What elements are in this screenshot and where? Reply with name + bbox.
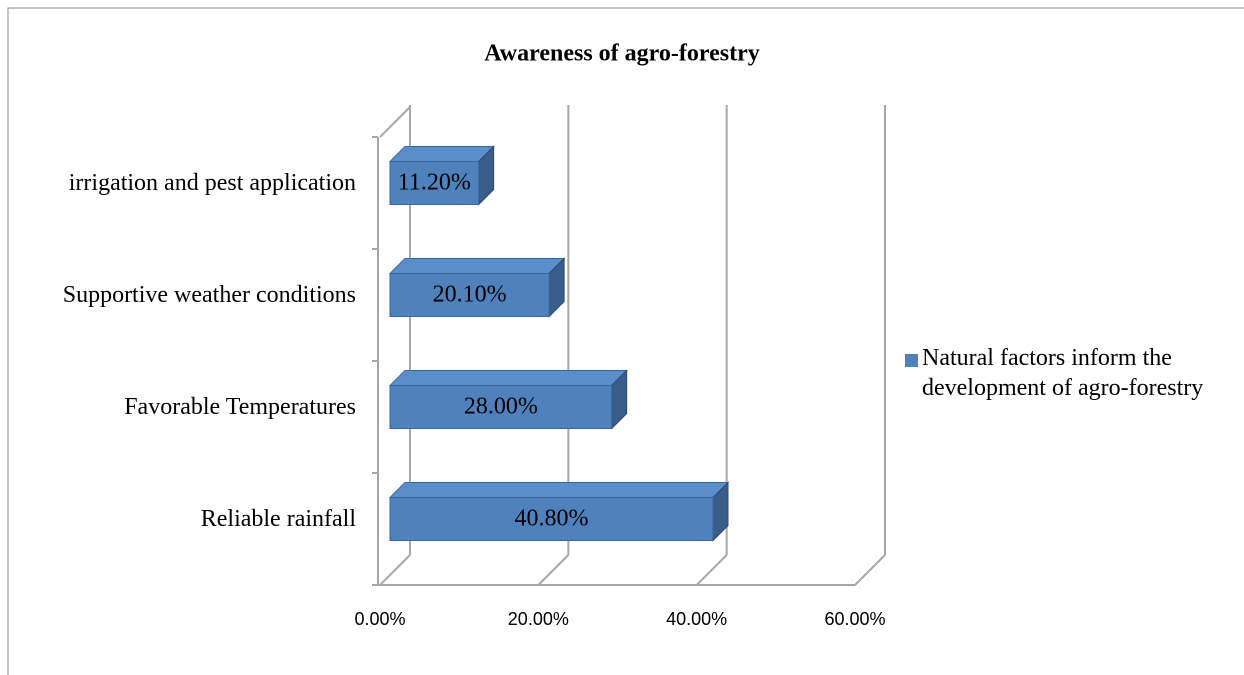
left-wall-edge bbox=[379, 106, 411, 138]
y-tick-label: Supportive weather conditions bbox=[36, 280, 356, 310]
bar bbox=[389, 161, 480, 205]
bar-top bbox=[388, 146, 495, 162]
y-tick-label-text: Reliable rainfall bbox=[200, 506, 356, 532]
floor-grid-line bbox=[695, 554, 728, 586]
y-tick-label: irrigation and pest application bbox=[36, 168, 356, 198]
data-label: 20.10% bbox=[433, 282, 507, 308]
data-label: 28.00% bbox=[464, 394, 538, 420]
x-tick-label: 0.00% bbox=[354, 609, 405, 629]
bar bbox=[389, 497, 714, 541]
floor-grid-line bbox=[854, 554, 886, 586]
bar bbox=[389, 385, 613, 429]
x-tick-label: 20.00% bbox=[508, 609, 569, 629]
legend-label: Natural factors inform the development o… bbox=[922, 345, 1204, 401]
floor-grid-line bbox=[379, 554, 411, 586]
data-label: 11.20% bbox=[398, 170, 471, 196]
bar bbox=[389, 273, 550, 317]
bar-top bbox=[388, 258, 566, 274]
chart-title: Awareness of agro-forestry bbox=[484, 41, 759, 67]
floor-grid-line bbox=[537, 554, 570, 586]
frame bbox=[7, 7, 1244, 675]
legend-swatch bbox=[905, 354, 918, 367]
y-tick-label: Reliable rainfall bbox=[36, 504, 356, 534]
y-tick-label-text: Supportive weather conditions bbox=[62, 282, 356, 308]
x-tick-label: 60.00% bbox=[824, 609, 885, 629]
y-tick-label-text: Favorable Temperatures bbox=[124, 394, 356, 420]
y-tick-label: Favorable Temperatures bbox=[36, 392, 356, 422]
y-tick-label-text: irrigation and pest application bbox=[68, 170, 356, 196]
data-label: 40.80% bbox=[515, 506, 589, 532]
x-tick-label: 40.00% bbox=[666, 609, 727, 629]
bar-top bbox=[388, 370, 628, 386]
bar-top bbox=[388, 482, 730, 498]
